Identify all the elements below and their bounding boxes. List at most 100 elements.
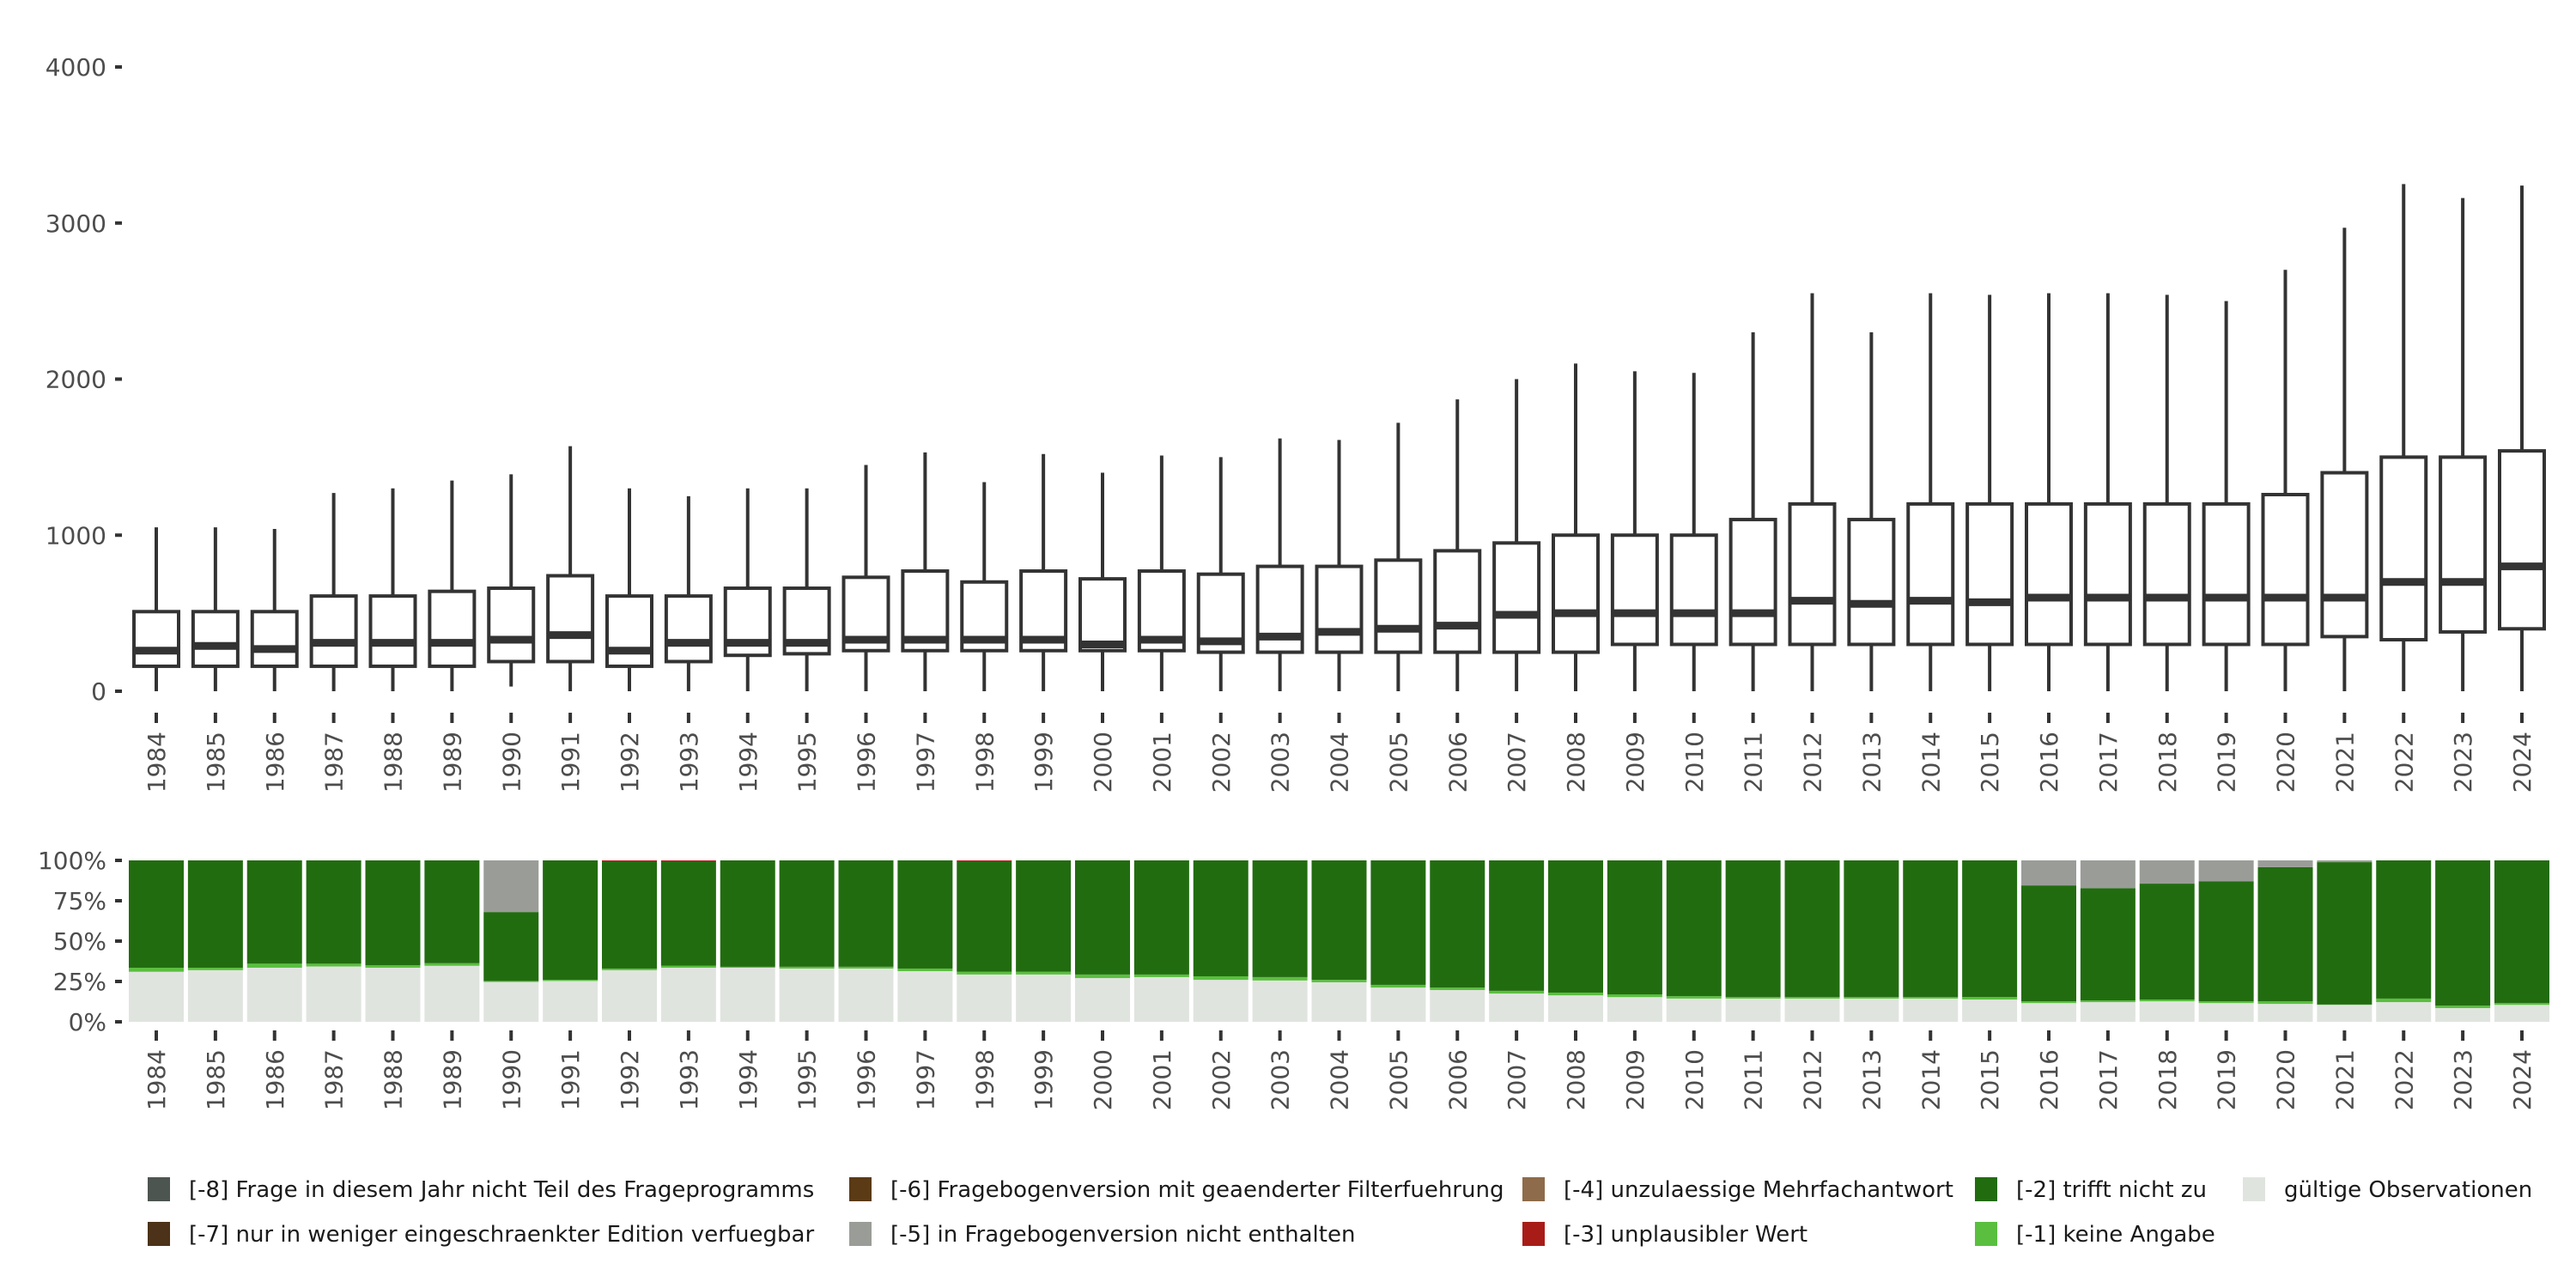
box-iqr	[2320, 471, 2369, 639]
legend-swatch	[148, 1222, 170, 1246]
x-tick-label: 2020	[2272, 1049, 2300, 1110]
box-iqr	[605, 594, 653, 668]
bar-segment-valid	[2435, 1008, 2491, 1022]
bar-segment-minus2	[1844, 860, 1899, 998]
x-tick-label: 2019	[2213, 1049, 2241, 1110]
box-iqr	[1433, 549, 1482, 654]
bar-segment-minus2	[957, 860, 1012, 972]
bar-segment-valid	[1252, 980, 1308, 1022]
bar-segment-minus2	[1075, 860, 1130, 975]
box-iqr	[309, 594, 358, 668]
x-tick-label: 1989	[438, 732, 466, 793]
box-iqr	[1847, 518, 1896, 647]
y-tick-label: 1000	[46, 521, 106, 550]
x-tick-label: 1991	[556, 1049, 585, 1110]
x-tick-label: 1988	[380, 1049, 408, 1110]
bar-segment-valid	[1607, 997, 1662, 1022]
bar-segment-valid	[129, 971, 184, 1022]
bar-segment-valid	[543, 981, 598, 1022]
bar-segment-valid	[424, 965, 480, 1022]
box-iqr	[2379, 455, 2428, 642]
bar-segment-minus2	[483, 912, 539, 981]
bar-segment-valid	[483, 981, 539, 1022]
x-tick-label: 2000	[1089, 732, 1117, 793]
bar-segment-minus3	[602, 860, 657, 861]
bar-segment-valid	[1489, 993, 1545, 1022]
bar-segment-minus2	[1607, 860, 1662, 995]
bar-segment-minus2	[2435, 860, 2491, 1006]
x-tick-label: 2019	[2213, 732, 2241, 793]
box-iqr	[1669, 533, 1718, 647]
x-tick-label: 2003	[1267, 732, 1295, 793]
bar-segment-minus1	[1784, 997, 1840, 999]
box-iqr	[1965, 501, 2014, 647]
bar-segment-minus2	[2021, 885, 2076, 1002]
legend-label: [-4] unzulaessige Mehrfachantwort	[1564, 1177, 1953, 1203]
bar-segment-minus1	[1430, 987, 1485, 990]
x-tick-label: 1990	[497, 1049, 526, 1110]
bar-segment-minus2	[897, 860, 953, 969]
box-iqr	[664, 594, 713, 664]
x-tick-label: 2024	[2508, 1049, 2537, 1110]
x-tick-label: 2015	[1976, 732, 2004, 793]
legend-label: [-5] in Fragebogenversion nicht enthalte…	[890, 1222, 1355, 1248]
x-tick-label: 2020	[2272, 732, 2300, 793]
y-tick-label: 0	[91, 677, 106, 706]
x-tick-label: 1997	[911, 732, 939, 793]
bar-segment-valid	[2376, 1002, 2432, 1022]
x-tick-label: 2003	[1267, 1049, 1295, 1110]
x-tick-label: 1994	[734, 1049, 762, 1110]
legend-label: [-1] keine Angabe	[2016, 1222, 2215, 1248]
bar-segment-valid	[2317, 1005, 2372, 1022]
box-iqr	[1315, 564, 1364, 654]
x-tick-label: 1990	[497, 732, 526, 793]
x-tick-label: 2005	[1384, 732, 1413, 793]
bar-segment-minus2	[2080, 888, 2136, 1000]
bar-segment-minus2	[1548, 860, 1603, 993]
x-tick-label: 2016	[2035, 1049, 2063, 1110]
x-tick-label: 2002	[1207, 1049, 1236, 1110]
bar-segment-minus1	[1962, 997, 2018, 1000]
x-tick-label: 2022	[2390, 1049, 2418, 1110]
bar-segment-valid	[1784, 998, 1840, 1022]
bar-segment-minus1	[1311, 980, 1367, 982]
bar-segment-minus1	[1903, 997, 1959, 999]
x-tick-label: 1986	[261, 1049, 289, 1110]
bar-segment-minus2	[1725, 860, 1781, 998]
x-tick-label: 2007	[1503, 1049, 1531, 1110]
x-tick-label: 2006	[1443, 1049, 1472, 1110]
legend-swatch	[849, 1222, 872, 1246]
x-tick-label: 2004	[1326, 732, 1354, 793]
bar-segment-valid	[838, 968, 894, 1022]
bar-segment-minus2	[1903, 860, 1959, 998]
bar-segment-minus2	[424, 860, 480, 963]
bar-segment-minus5	[483, 860, 539, 913]
legend-label: [-6] Fragebogenversion mit geaenderter F…	[890, 1177, 1504, 1203]
bar-segment-minus1	[543, 980, 598, 981]
y-tick-label: 4000	[46, 53, 106, 82]
x-tick-label: 1992	[616, 1049, 644, 1110]
bar-segment-valid	[957, 974, 1012, 1022]
x-tick-label: 2012	[1799, 732, 1827, 793]
box-iqr	[1610, 533, 1659, 647]
bar-segment-valid	[660, 968, 716, 1022]
bar-segment-valid	[1075, 978, 1130, 1022]
bar-segment-minus2	[1016, 860, 1072, 972]
bar-segment-minus2	[2198, 881, 2254, 1002]
y-tick-label: 2000	[46, 366, 106, 394]
x-tick-label: 2002	[1207, 732, 1236, 793]
box-iqr	[1728, 518, 1777, 647]
bar-segment-minus2	[602, 860, 657, 969]
bar-segment-valid	[2494, 1005, 2549, 1022]
x-tick-label: 1998	[970, 732, 999, 793]
x-tick-label: 2013	[1857, 1049, 1886, 1110]
x-tick-label: 1991	[556, 732, 585, 793]
bar-segment-minus1	[1607, 994, 1662, 998]
legend-swatch	[849, 1177, 872, 1201]
bar-segment-minus2	[1252, 860, 1308, 977]
x-tick-label: 1984	[143, 732, 171, 793]
x-tick-label: 2008	[1562, 1049, 1590, 1110]
bar-segment-minus2	[2494, 860, 2549, 1004]
legend-swatch	[148, 1177, 170, 1201]
bar-segment-minus2	[306, 860, 361, 964]
